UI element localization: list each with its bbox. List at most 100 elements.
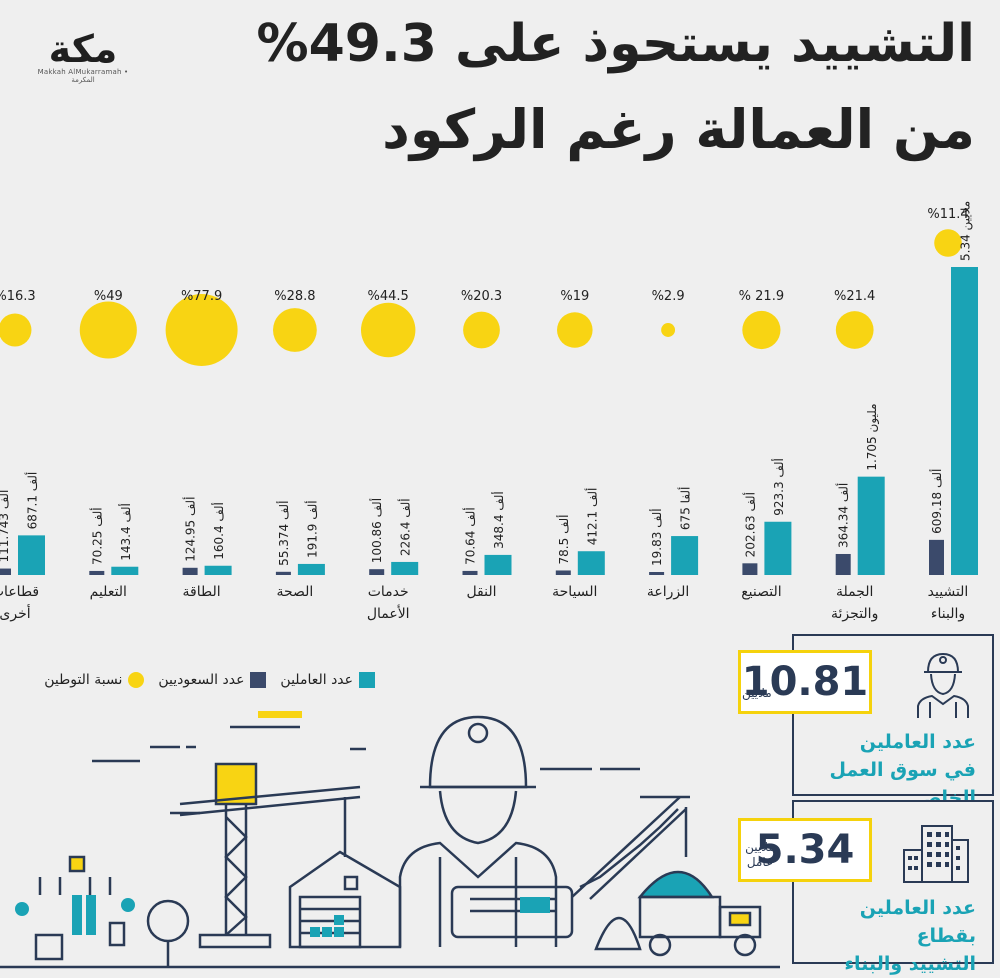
label-workers-value: 160.4 ألف xyxy=(211,502,226,560)
legend-swatch-workers xyxy=(359,672,375,688)
category-label: والتجزئة xyxy=(831,606,878,622)
legend-item-workers: عدد العاملين xyxy=(280,672,375,688)
label-workers-value: 412.1 ألف xyxy=(584,488,599,546)
logo-text: مكة xyxy=(48,27,118,71)
buildings-icon xyxy=(903,825,969,883)
title-line-2: من العمالة رغم الركود xyxy=(382,98,975,161)
label-saudis-value: 609.18 ألف xyxy=(929,469,944,534)
label-saudis-value: 19.83 ألف xyxy=(649,508,664,566)
category-label: التشييد xyxy=(928,584,969,600)
category-label: السياحة xyxy=(552,584,597,600)
bar-workers xyxy=(577,551,605,575)
bar-saudis xyxy=(369,569,385,575)
category-label: قطاعات xyxy=(0,584,39,600)
bar-workers xyxy=(204,565,232,575)
label-saudis-value: 55.374 ألف xyxy=(276,501,291,566)
stat-construction-unit: ملايين عامل xyxy=(742,840,778,870)
bar-saudis xyxy=(0,568,11,575)
label-workers-value: 5.34 ملايين xyxy=(959,201,974,261)
stat-total-caption-line1: عدد العاملين xyxy=(859,731,976,753)
label-saudization-value: %28.8 xyxy=(274,289,315,304)
stat-construction-caption-line1: عدد العاملين بقطاع xyxy=(859,897,976,947)
circle-saudization xyxy=(463,311,500,349)
category-label: الزراعة xyxy=(647,584,689,600)
label-workers-value: 923.3 ألف xyxy=(771,458,786,516)
circle-saudization xyxy=(0,313,32,347)
label-saudis-value: 124.95 ألف xyxy=(183,497,198,562)
bar-saudis xyxy=(89,570,105,575)
chart-legend: عدد العاملين عدد السعوديين نسبة التوطين xyxy=(10,668,375,692)
bar-saudis xyxy=(929,539,944,575)
stat-total-value: 10.81 xyxy=(738,650,872,714)
category-label: أخرى xyxy=(0,604,31,622)
label-saudization-value: %44.5 xyxy=(368,289,409,304)
sector-chart: 5.34 ملايين 609.18 ألف %11.4 التشييد والبناء… xyxy=(0,201,978,622)
circle-saudization xyxy=(557,312,593,348)
circle-saudization xyxy=(360,302,416,358)
category-label: خدمات xyxy=(368,584,409,600)
bar-workers xyxy=(764,521,792,575)
label-workers-value: 348.4 ألف xyxy=(491,491,506,549)
label-saudization-value: %20.3 xyxy=(461,289,502,304)
legend-item-saudization: نسبة التوطين xyxy=(44,672,145,688)
stat-construction-unit-line1: ملايين xyxy=(745,840,775,854)
label-saudis-value: 364.34 ألف xyxy=(836,483,851,548)
label-workers-value: 687.1 ألف xyxy=(25,472,40,530)
circle-saudization xyxy=(661,323,676,337)
industry-illustration xyxy=(0,711,780,969)
circle-saudization xyxy=(273,308,317,352)
bar-workers xyxy=(671,536,699,575)
category-label: والبناء xyxy=(931,606,965,622)
bar-workers xyxy=(857,476,885,575)
circle-saudization xyxy=(934,229,962,257)
label-saudization-value: %77.9 xyxy=(181,289,222,304)
legend-swatch-saudization xyxy=(128,672,145,688)
bar-saudis xyxy=(835,553,851,575)
stat-construction-caption-line2: التشييد والبناء xyxy=(844,953,976,975)
legend-item-saudis: عدد السعوديين xyxy=(158,672,267,688)
category-label: الطاقة xyxy=(183,584,221,600)
circle-saudization xyxy=(835,311,874,349)
category-label: التصنيع xyxy=(741,584,781,600)
stat-total-unit: ملايين xyxy=(742,686,772,700)
label-workers-value: 675 ألفا xyxy=(678,487,693,530)
category-label: النقل xyxy=(466,584,496,600)
legend-swatch-saudis xyxy=(250,672,267,688)
label-workers-value: 1.705 مليون xyxy=(865,403,880,470)
legend-label-saudization: نسبة التوطين xyxy=(44,672,123,688)
stat-construction-unit-line2: عامل xyxy=(746,855,774,869)
brand-logo: مكة Makkah AlMukarramah • المكرمة xyxy=(28,27,138,84)
label-saudization-value: %11.4 xyxy=(927,207,968,222)
label-saudization-value: %21.4 xyxy=(834,289,875,304)
bar-workers xyxy=(297,563,325,575)
bar-workers xyxy=(391,561,419,575)
bar-workers xyxy=(18,535,45,575)
label-saudization-value: %49 xyxy=(94,289,123,304)
label-saudization-value: %16.3 xyxy=(0,289,36,304)
label-workers-value: 191.9 ألف xyxy=(304,500,319,558)
category-label: الجملة xyxy=(836,584,873,600)
circle-saudization xyxy=(165,294,238,366)
bar-saudis xyxy=(649,572,665,575)
label-saudization-value: % 21.9 xyxy=(739,289,784,304)
label-saudization-value: %19 xyxy=(560,289,589,304)
label-saudis-value: 111.743 ألف xyxy=(0,490,11,563)
stat-construction-caption: عدد العاملين بقطاع التشييد والبناء xyxy=(794,894,976,978)
worker-icon xyxy=(917,652,969,718)
label-saudis-value: 202.63 ألف xyxy=(742,492,757,557)
label-saudis-value: 70.64 ألف xyxy=(463,507,478,565)
bar-saudis xyxy=(182,567,198,575)
bar-saudis xyxy=(462,570,478,575)
label-saudization-value: %2.9 xyxy=(652,289,685,304)
bar-saudis xyxy=(275,571,291,575)
label-saudis-value: 100.86 ألف xyxy=(369,498,384,563)
label-workers-value: 226.4 ألف xyxy=(398,498,413,556)
logo-subtext: Makkah AlMukarramah • المكرمة xyxy=(37,68,129,84)
bar-workers xyxy=(484,554,512,575)
label-saudis-value: 70.25 ألف xyxy=(89,507,104,565)
bar-workers xyxy=(951,267,978,575)
category-label: الأعمال xyxy=(367,604,410,622)
label-saudis-value: 78.5 ألف xyxy=(556,515,571,565)
category-label: الصحة xyxy=(276,584,313,600)
